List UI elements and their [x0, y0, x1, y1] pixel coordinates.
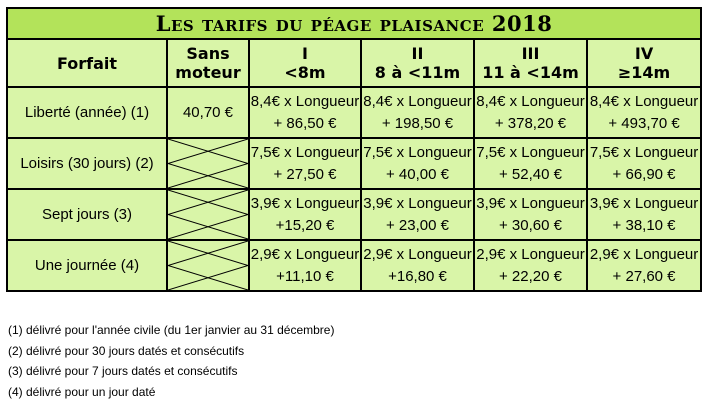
header-row: Forfait Sans moteur I <8m II 8 à <11m II… — [6, 38, 703, 88]
header-cat1-range: <8m — [284, 63, 326, 82]
header-sans-moteur-line2: moteur — [175, 63, 241, 82]
price-cell: 7,5€ x Longueur + 40,00 € — [360, 137, 475, 190]
header-cat1-roman: I — [302, 44, 308, 63]
price-rate: 8,4€ x Longueur — [476, 92, 585, 110]
price-rate: 8,4€ x Longueur — [589, 92, 699, 110]
table-row: Une journée (4) 2,9€ x Longueur +11,10 € … — [6, 239, 703, 292]
price-cell: 7,5€ x Longueur + 27,50 € — [248, 137, 362, 190]
price-cell: 8,4€ x Longueur + 86,50 € — [248, 86, 362, 139]
price-rate: 3,9€ x Longueur — [250, 194, 360, 212]
price-cell: 7,5€ x Longueur + 66,90 € — [585, 137, 703, 190]
footnote: (2) délivré pour 30 jours datés et consé… — [8, 343, 245, 358]
price-rate: 7,5€ x Longueur — [250, 143, 360, 161]
price-cell: 8,4€ x Longueur + 493,70 € — [585, 86, 703, 139]
price-fixed: + 493,70 € — [608, 114, 680, 132]
price-cell: 2,9€ x Longueur +11,10 € — [248, 239, 362, 292]
price-cell: 8,4€ x Longueur + 378,20 € — [473, 86, 588, 139]
price-cell: 2,9€ x Longueur + 27,60 € — [585, 239, 703, 292]
price-rate: 3,9€ x Longueur — [363, 194, 472, 212]
cross-out-icon — [168, 190, 248, 239]
not-applicable-cell — [166, 239, 250, 292]
price-cell: 3,9€ x Longueur +15,20 € — [248, 188, 362, 241]
price-fixed: + 38,10 € — [612, 216, 676, 234]
tariff-table: Les tarifs du péage plaisance 2018 Forfa… — [5, 7, 703, 292]
price-cell: 3,9€ x Longueur + 30,60 € — [473, 188, 588, 241]
price-fixed: + 27,60 € — [612, 267, 676, 285]
price-fixed: +15,20 € — [275, 216, 335, 234]
price-rate: 2,9€ x Longueur — [589, 245, 699, 263]
price-cell: 3,9€ x Longueur + 38,10 € — [585, 188, 703, 241]
price-rate: 7,5€ x Longueur — [589, 143, 699, 161]
footnotes: (1) délivré pour l'année civile (du 1er … — [8, 320, 334, 402]
price-fixed: +16,80 € — [388, 267, 447, 285]
price-cell: 8,4€ x Longueur + 198,50 € — [360, 86, 475, 139]
row-label: Une journée (4) — [6, 239, 168, 292]
price-rate: 2,9€ x Longueur — [363, 245, 472, 263]
table-row: Sept jours (3) 3,9€ x Longueur +15,20 € 3… — [6, 188, 703, 241]
price-rate: 7,5€ x Longueur — [476, 143, 585, 161]
table-row: Liberté (année) (1) 40,70 € 8,4€ x Longu… — [6, 86, 703, 139]
cross-out-icon — [168, 139, 248, 188]
header-sans-moteur-line1: Sans — [186, 44, 230, 63]
header-cat3-roman: III — [521, 44, 540, 63]
sans-moteur-price: 40,70 € — [166, 86, 250, 139]
header-cat4-roman: IV — [634, 44, 654, 63]
price-fixed: + 52,40 € — [499, 165, 562, 183]
price-cell: 7,5€ x Longueur + 52,40 € — [473, 137, 588, 190]
price-rate: 7,5€ x Longueur — [363, 143, 472, 161]
row-label: Sept jours (3) — [6, 188, 168, 241]
price-fixed: + 86,50 € — [273, 114, 337, 132]
price-fixed: + 378,20 € — [494, 114, 567, 132]
footnote: (3) délivré pour 7 jours datés et conséc… — [8, 364, 238, 378]
price-cell: 2,9€ x Longueur + 22,20 € — [473, 239, 588, 292]
header-sans-moteur: Sans moteur — [166, 38, 250, 88]
price-fixed: + 198,50 € — [381, 114, 454, 132]
price-fixed: + 27,50 € — [273, 165, 337, 183]
price-rate: 3,9€ x Longueur — [589, 194, 699, 212]
price-fixed: + 23,00 € — [386, 216, 449, 234]
header-cat4: IV ≥14m — [585, 38, 703, 88]
price-rate: 8,4€ x Longueur — [250, 92, 360, 110]
row-label: Loisirs (30 jours) (2) — [6, 137, 168, 190]
header-cat1: I <8m — [248, 38, 362, 88]
price-fixed: + 66,90 € — [612, 165, 676, 183]
price-fixed: + 22,20 € — [499, 267, 562, 285]
price-rate: 3,9€ x Longueur — [476, 194, 585, 212]
price-fixed: + 40,00 € — [386, 165, 449, 183]
not-applicable-cell — [166, 188, 250, 241]
header-cat3-range: 11 à <14m — [482, 63, 579, 82]
title-row: Les tarifs du péage plaisance 2018 — [5, 7, 703, 40]
table-row: Loisirs (30 jours) (2) 7,5€ x Longueur + … — [6, 137, 703, 190]
price-rate: 8,4€ x Longueur — [363, 92, 472, 110]
header-forfait: Forfait — [6, 38, 168, 88]
header-cat2-roman: II — [411, 44, 424, 63]
price-cell: 2,9€ x Longueur +16,80 € — [360, 239, 475, 292]
price-rate: 2,9€ x Longueur — [476, 245, 585, 263]
price-fixed: +11,10 € — [276, 267, 334, 285]
row-label: Liberté (année) (1) — [6, 86, 168, 139]
price-fixed: + 30,60 € — [499, 216, 562, 234]
header-cat2: II 8 à <11m — [360, 38, 475, 88]
not-applicable-cell — [166, 137, 250, 190]
header-cat2-range: 8 à <11m — [374, 63, 461, 82]
header-cat4-range: ≥14m — [617, 63, 671, 82]
table-title: Les tarifs du péage plaisance 2018 — [5, 7, 703, 40]
footnote: (4) délivré pour un jour daté — [8, 384, 156, 399]
price-rate: 2,9€ x Longueur — [250, 245, 360, 263]
footnote: (1) délivré pour l'année civile (du 1er … — [8, 323, 335, 337]
cross-out-icon — [168, 241, 248, 290]
price-cell: 3,9€ x Longueur + 23,00 € — [360, 188, 475, 241]
header-cat3: III 11 à <14m — [473, 38, 588, 88]
